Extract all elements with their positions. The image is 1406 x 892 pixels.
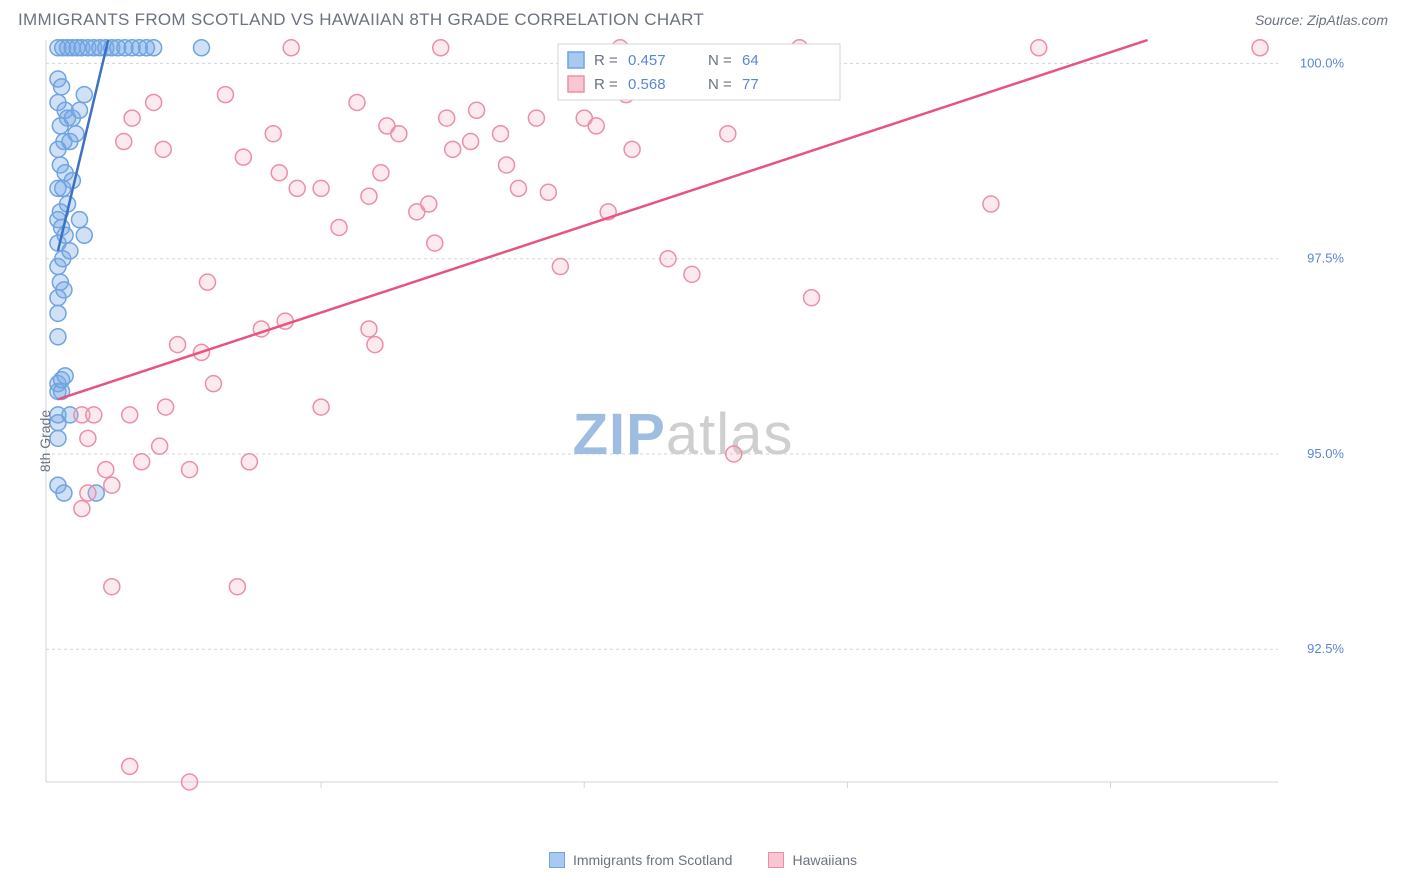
svg-text:64: 64 (742, 52, 759, 69)
svg-text:95.0%: 95.0% (1307, 446, 1344, 461)
svg-text:0.457: 0.457 (628, 52, 666, 69)
svg-text:ZIPatlas: ZIPatlas (573, 402, 794, 467)
svg-text:R =: R = (594, 76, 618, 93)
svg-text:77: 77 (742, 76, 759, 93)
svg-text:R =: R = (594, 52, 618, 69)
legend-item-scotland: Immigrants from Scotland (549, 852, 733, 868)
svg-text:92.5%: 92.5% (1307, 641, 1344, 656)
chart-source: Source: ZipAtlas.com (1255, 12, 1388, 28)
legend-label-scotland: Immigrants from Scotland (573, 852, 733, 868)
svg-text:100.0%: 100.0% (1300, 55, 1345, 70)
legend-swatch-blue (549, 852, 565, 868)
correlation-chart: 92.5%95.0%97.5%100.0%0.0%100.0%ZIPatlasR… (18, 36, 1348, 796)
legend-swatch-pink (768, 852, 784, 868)
y-axis-label: 8th Grade (37, 410, 53, 472)
svg-text:N =: N = (708, 76, 732, 93)
svg-text:0.568: 0.568 (628, 76, 666, 93)
chart-title: IMMIGRANTS FROM SCOTLAND VS HAWAIIAN 8TH… (18, 10, 704, 30)
legend-item-hawaiians: Hawaiians (768, 852, 857, 868)
svg-text:97.5%: 97.5% (1307, 251, 1344, 266)
bottom-legend: Immigrants from Scotland Hawaiians (0, 846, 1406, 868)
svg-text:N =: N = (708, 52, 732, 69)
legend-label-hawaiians: Hawaiians (792, 852, 857, 868)
